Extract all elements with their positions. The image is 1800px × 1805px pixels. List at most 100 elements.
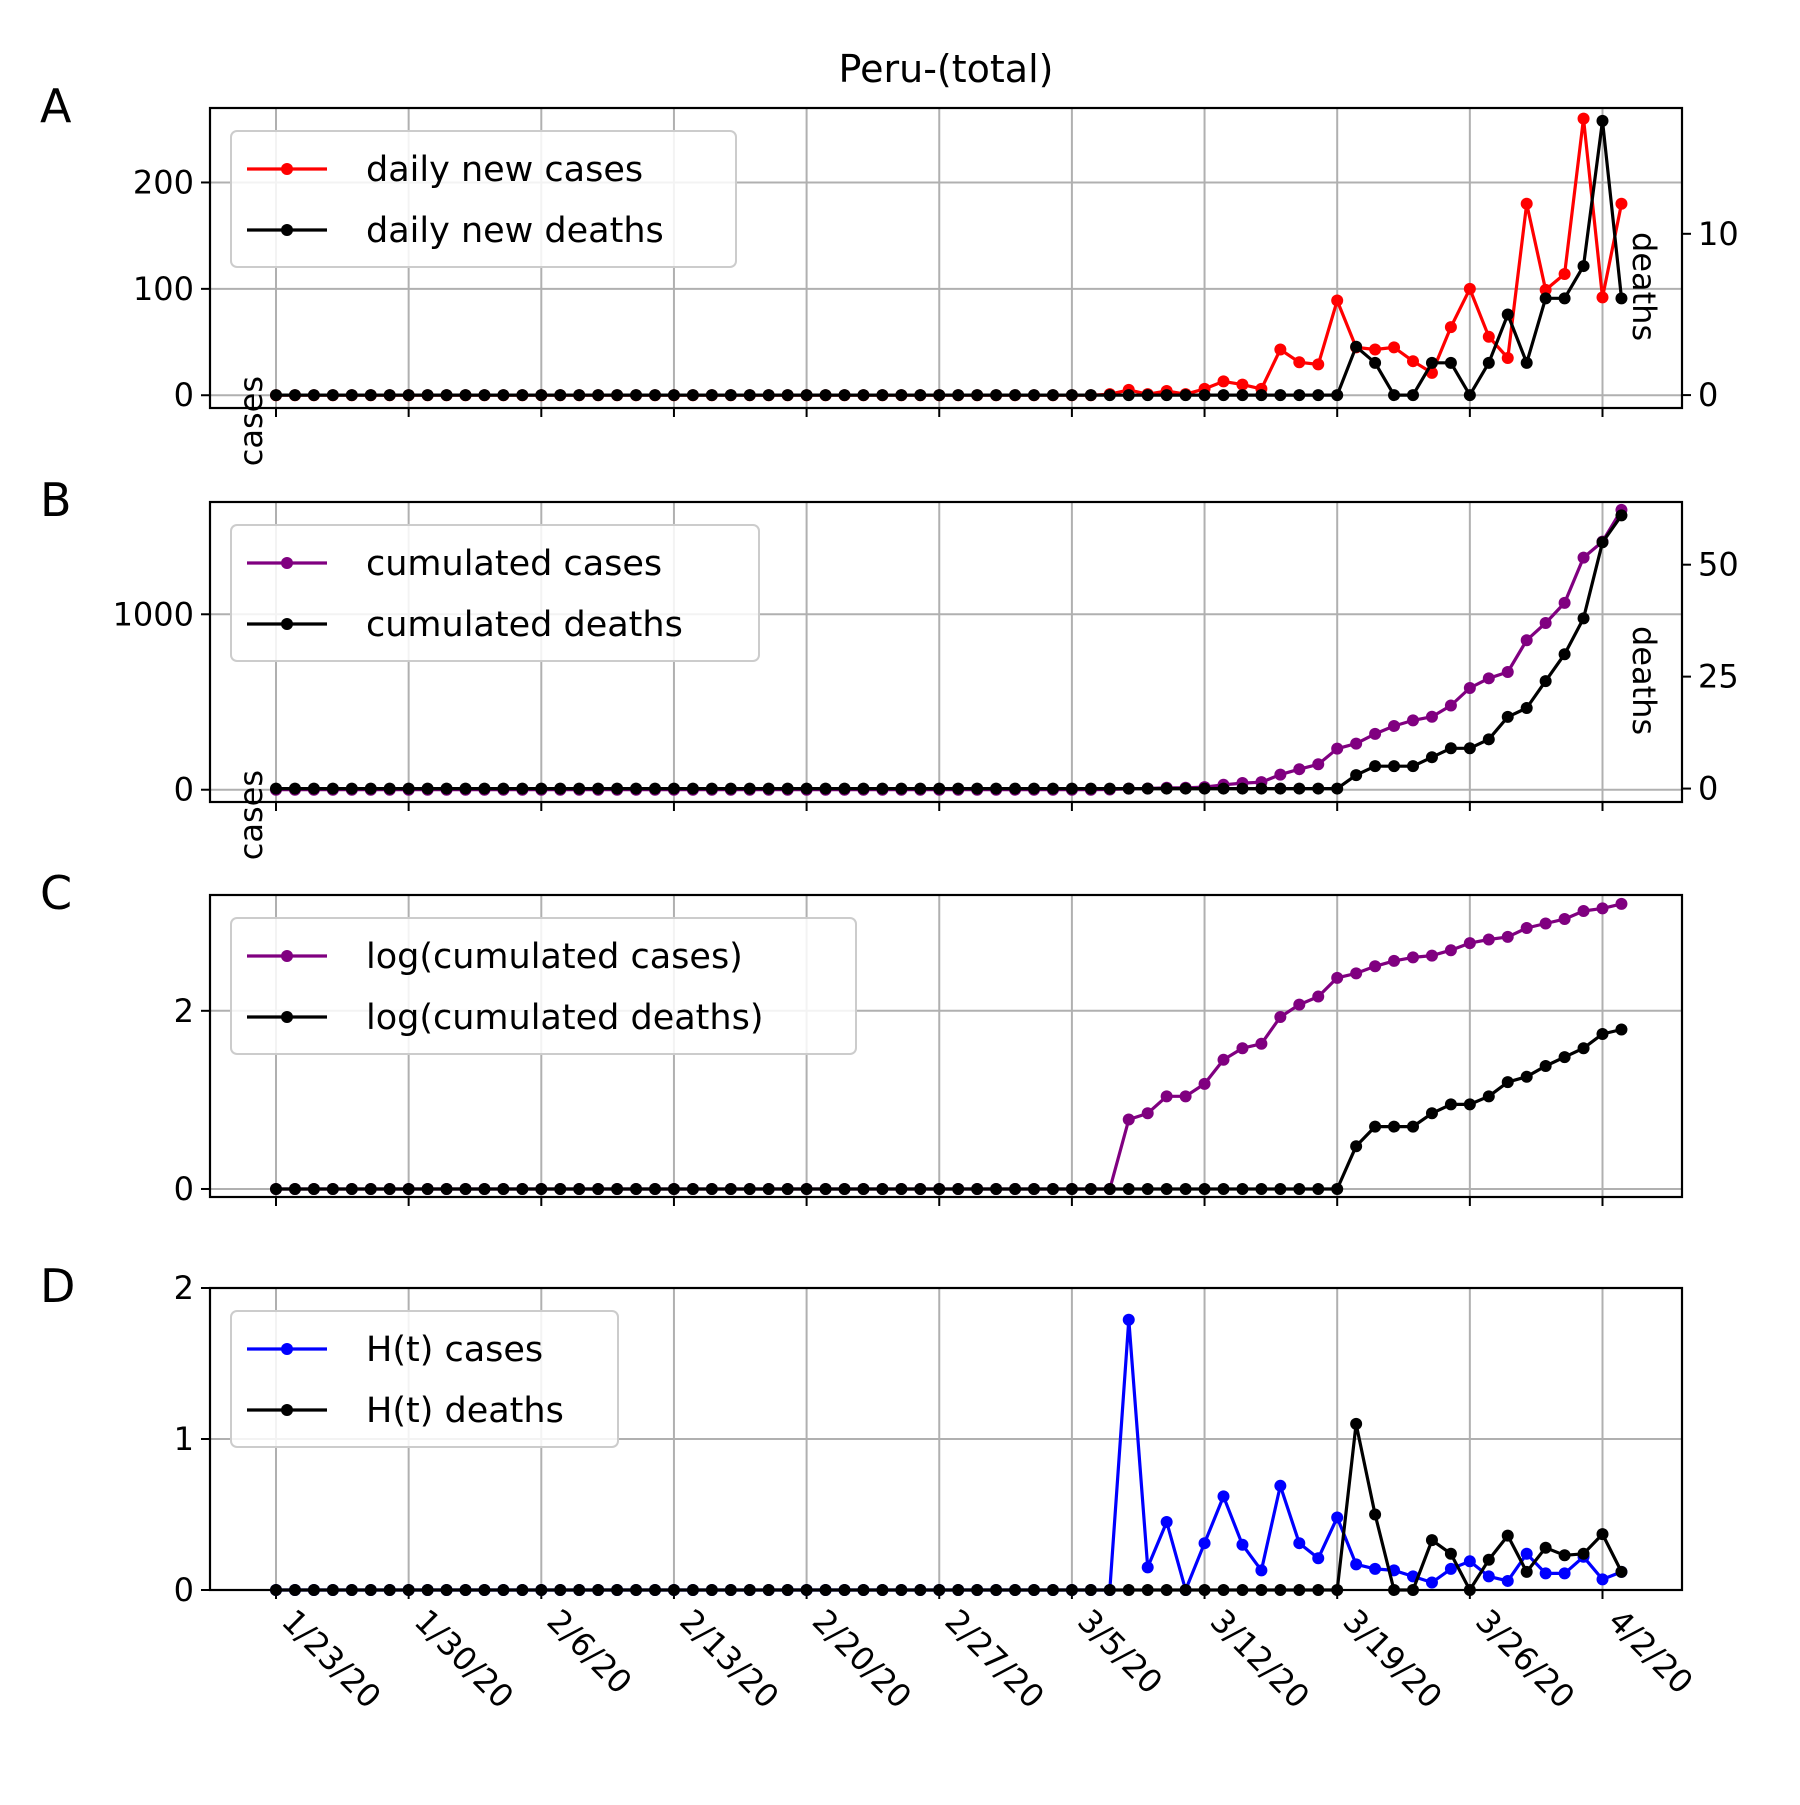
data-point	[971, 389, 984, 402]
data-point	[1274, 1182, 1287, 1195]
data-point	[762, 389, 775, 402]
data-point	[1539, 617, 1552, 630]
data-point	[1331, 742, 1344, 755]
data-point	[1293, 782, 1306, 795]
data-point	[819, 782, 832, 795]
data-point	[1501, 1574, 1514, 1587]
data-point	[1463, 389, 1476, 402]
data-point	[1539, 917, 1552, 930]
data-point	[459, 389, 472, 402]
data-point	[1501, 308, 1514, 321]
data-point	[1369, 1562, 1382, 1575]
data-point	[1425, 1534, 1438, 1547]
data-point	[1520, 197, 1533, 210]
plot-frame	[208, 1286, 1684, 1592]
data-point	[1388, 720, 1401, 733]
y-right-axis-label: deaths	[1625, 626, 1663, 735]
data-point	[857, 389, 870, 402]
data-point	[270, 782, 282, 795]
data-point	[592, 1182, 605, 1195]
data-point	[838, 782, 851, 795]
x-tick-label: 3/19/20	[1336, 1602, 1450, 1716]
data-point	[1198, 1537, 1211, 1550]
x-tick-label: 3/26/20	[1468, 1602, 1582, 1716]
data-point	[1312, 782, 1325, 795]
data-point	[1615, 897, 1628, 910]
data-point	[1463, 937, 1476, 950]
data-point	[1312, 358, 1325, 371]
data-point	[781, 1182, 794, 1195]
data-point	[459, 1182, 472, 1195]
data-point	[1425, 1107, 1438, 1120]
data-point	[1236, 389, 1249, 402]
data-point	[611, 782, 624, 795]
data-point	[1596, 291, 1609, 304]
data-point	[1388, 1120, 1401, 1133]
data-point	[1103, 389, 1116, 402]
y-axis-label: cases	[232, 376, 270, 466]
data-point	[762, 1182, 775, 1195]
data-point	[1046, 389, 1059, 402]
data-point	[1350, 340, 1363, 353]
data-point	[1615, 1023, 1628, 1036]
data-point	[1463, 681, 1476, 694]
data-point	[1084, 1182, 1097, 1195]
plot-frame	[208, 106, 1684, 410]
y-tick-label: 0	[174, 1571, 194, 1609]
x-tick-label: 1/30/20	[407, 1602, 521, 1716]
data-point	[497, 1182, 510, 1195]
data-point	[686, 389, 699, 402]
data-point	[649, 389, 661, 402]
data-point	[478, 782, 491, 795]
data-point	[1482, 1570, 1495, 1583]
data-point	[592, 389, 605, 402]
legend-marker	[281, 1011, 293, 1023]
data-point	[1331, 294, 1344, 307]
x-tick-label: 3/5/20	[1070, 1602, 1170, 1702]
data-point	[781, 389, 794, 402]
data-point	[1615, 509, 1628, 522]
data-point	[1407, 355, 1419, 368]
data-point	[1141, 1182, 1154, 1195]
data-point	[1407, 389, 1419, 402]
data-point	[345, 1182, 358, 1195]
data-point	[1425, 356, 1438, 369]
y-tick-label: 1	[174, 1420, 194, 1458]
data-point	[1028, 782, 1040, 795]
data-point	[1539, 283, 1552, 296]
data-point	[1141, 1561, 1154, 1574]
data-point	[535, 1182, 548, 1195]
data-point	[288, 389, 301, 402]
data-point	[1198, 782, 1211, 795]
data-point	[326, 782, 339, 795]
data-point	[478, 389, 491, 402]
x-tick-label: 2/13/20	[672, 1602, 786, 1716]
data-point	[1444, 699, 1457, 712]
data-point	[1312, 990, 1325, 1003]
data-point	[876, 782, 889, 795]
data-point	[705, 782, 718, 795]
data-point	[1444, 1547, 1457, 1560]
y-tick-label: 0	[174, 1170, 194, 1208]
data-point	[1293, 389, 1306, 402]
data-point	[1312, 758, 1325, 771]
data-point	[1236, 782, 1249, 795]
data-point	[1558, 1549, 1571, 1562]
data-point	[383, 389, 396, 402]
data-point	[345, 389, 358, 402]
data-point	[1312, 1182, 1325, 1195]
data-point	[1577, 1547, 1590, 1560]
data-point	[1255, 1564, 1268, 1577]
data-point	[554, 389, 567, 402]
chart-title: Peru-(total)	[839, 47, 1054, 91]
data-point	[933, 1182, 946, 1195]
data-point	[402, 389, 415, 402]
data-point	[1331, 971, 1344, 984]
data-point	[1217, 1053, 1230, 1066]
data-point	[1160, 782, 1173, 795]
legend: cumulated cases cumulated deaths	[230, 524, 760, 662]
data-point	[1596, 1573, 1609, 1586]
series-log-cumulated-deaths-	[270, 1023, 1628, 1195]
data-point	[1539, 1060, 1552, 1073]
data-point	[1331, 782, 1344, 795]
